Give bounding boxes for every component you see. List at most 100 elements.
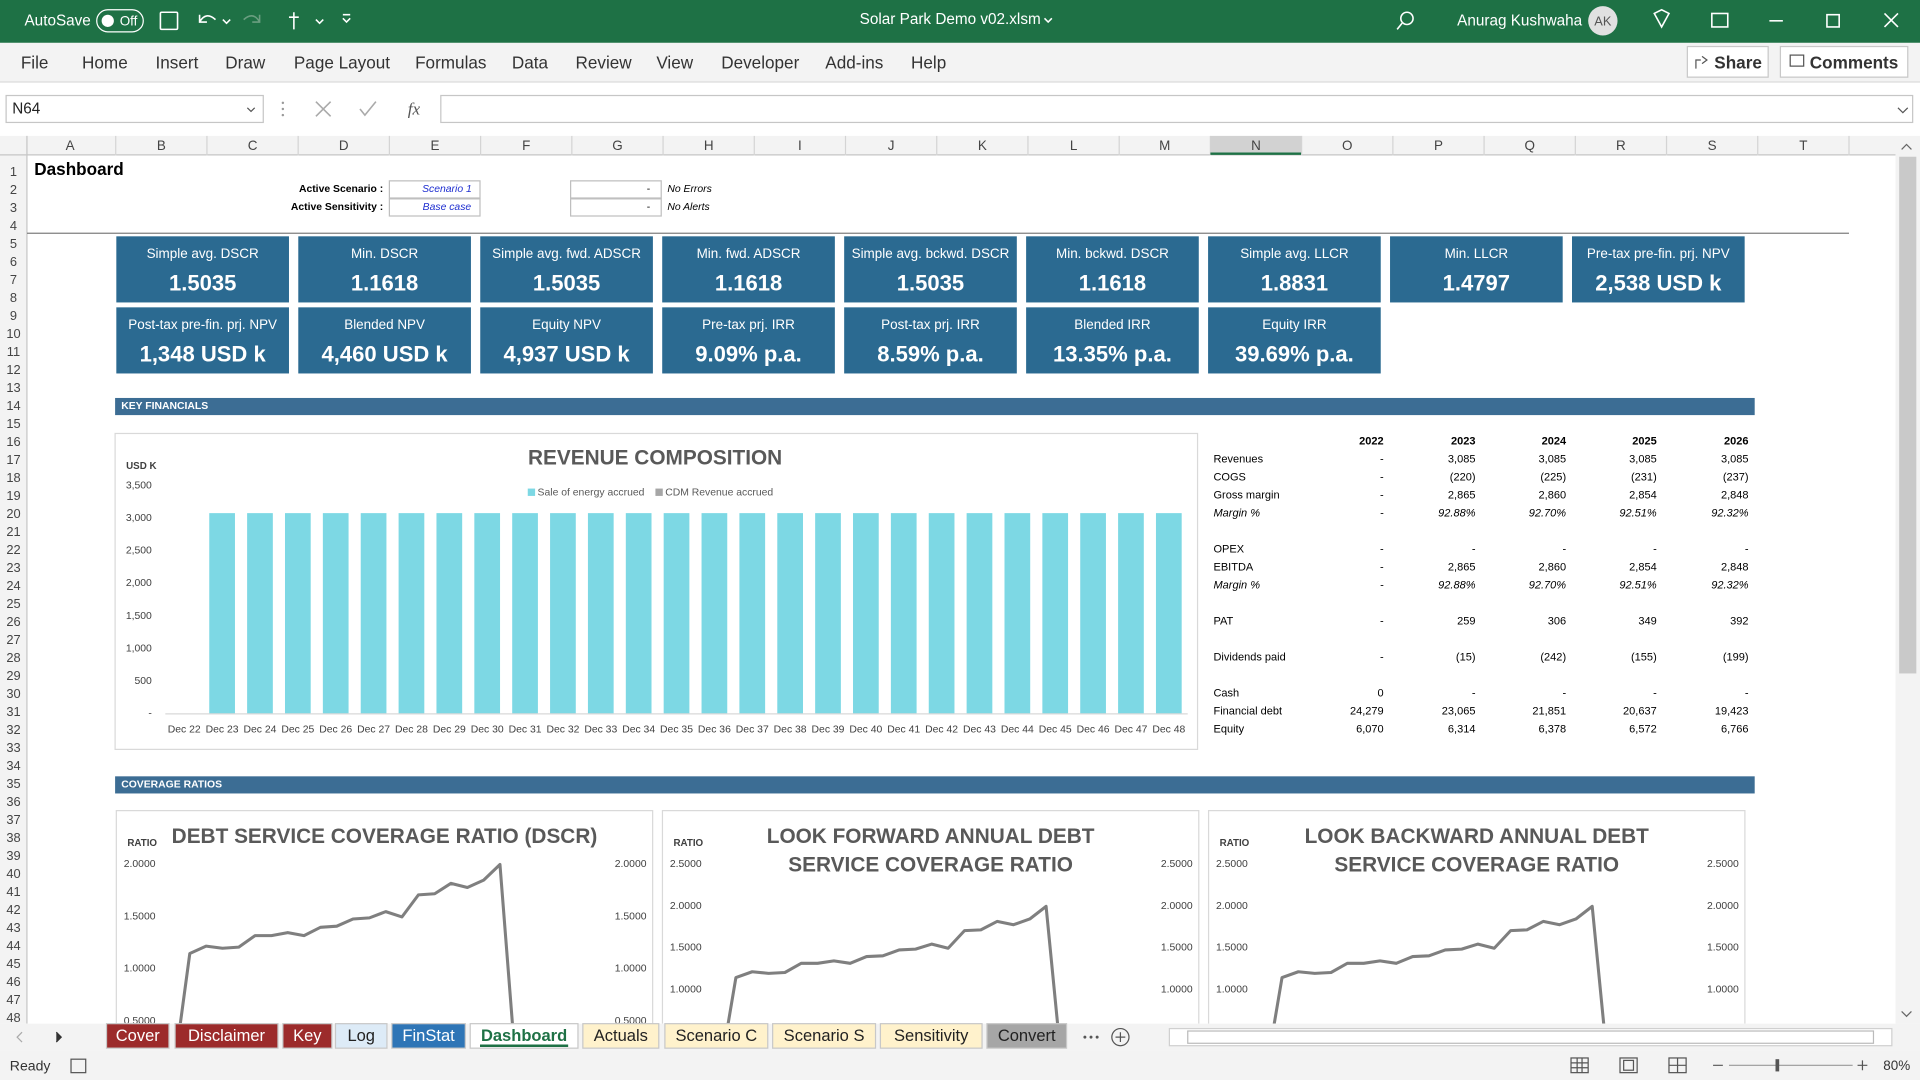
row-header[interactable]: 46 [6,974,20,989]
column-header[interactable]: G [612,138,622,153]
row-header[interactable]: 44 [6,938,20,953]
column-header[interactable]: L [1070,138,1078,153]
menu-item[interactable]: Review [576,52,633,72]
touch-icon[interactable] [288,12,299,30]
row-header[interactable]: 25 [6,596,20,611]
more-tabs[interactable] [1083,1035,1099,1039]
row-header[interactable]: 43 [6,920,20,935]
menu-item[interactable]: Home [82,52,128,72]
scroll-arrows[interactable] [1901,143,1912,1018]
row-header[interactable]: 21 [6,524,20,539]
sheet-tab-label[interactable]: Cover [116,1026,161,1045]
sheet-tab-label[interactable]: FinStat [402,1026,455,1045]
row-header[interactable]: 32 [6,722,20,737]
save-icon[interactable] [159,11,179,31]
horizontal-thumb[interactable] [1187,1030,1875,1044]
column-header[interactable]: E [431,138,440,153]
close-button[interactable] [1883,12,1899,28]
row-header[interactable]: 20 [6,506,20,521]
sheet-tab-label[interactable]: Log [347,1026,375,1045]
row-header[interactable]: 15 [6,416,20,431]
sheet-tab-label[interactable]: Sensitivity [894,1026,969,1045]
column-header[interactable]: N [1251,138,1261,153]
row-header[interactable]: 24 [6,578,20,593]
row-header[interactable]: 1 [10,164,17,179]
column-header[interactable]: M [1159,138,1170,153]
menu-item[interactable]: Formulas [415,52,486,72]
row-header[interactable]: 47 [6,992,20,1007]
column-header[interactable]: D [339,138,349,153]
row-header[interactable]: 23 [6,560,20,575]
sheet-tab[interactable] [772,1023,877,1049]
row-header[interactable]: 22 [6,542,20,557]
view-buttons[interactable] [1570,1057,1687,1074]
sheet-tab-label[interactable]: Key [293,1026,322,1045]
comments-label[interactable]: Comments [1810,52,1899,72]
row-header[interactable]: 18 [6,470,20,485]
row-header[interactable]: 29 [6,668,20,683]
sheet-tab[interactable] [879,1023,983,1049]
undo-icon[interactable] [198,14,217,23]
sheet-tab[interactable] [469,1023,579,1049]
column-header[interactable]: F [522,138,530,153]
sheet-tab-label[interactable]: Scenario C [675,1026,757,1045]
column-header[interactable]: K [978,138,987,153]
undo-caret[interactable] [222,19,231,25]
customize-icon[interactable] [315,13,351,25]
row-header[interactable]: 28 [6,650,20,665]
sheet-tab-label[interactable]: Scenario S [784,1026,865,1045]
sheet-tab[interactable] [105,1023,170,1049]
row-header[interactable]: 9 [10,308,17,323]
tab-next[interactable] [55,1031,63,1043]
row-header[interactable]: 4 [10,218,17,233]
menu-item[interactable]: Draw [225,52,266,72]
sheet-tab[interactable] [664,1023,769,1049]
column-header[interactable]: B [157,138,166,153]
search-icon[interactable] [1400,11,1414,26]
column-header[interactable]: T [1799,138,1807,153]
menu-item[interactable]: Developer [721,52,799,72]
row-header[interactable]: 42 [6,902,20,917]
macro-icon[interactable] [70,1058,87,1074]
column-header[interactable]: P [1434,138,1443,153]
row-header[interactable]: 19 [6,488,20,503]
sheet-tab[interactable] [582,1023,660,1049]
row-header[interactable]: 48 [6,1010,20,1025]
row-header[interactable]: 6 [10,254,17,269]
row-header[interactable]: 38 [6,830,20,845]
menu-item[interactable]: Help [911,52,946,72]
menu-item[interactable]: Page Layout [294,52,390,72]
row-header[interactable]: 41 [6,884,20,899]
share-label[interactable]: Share [1714,52,1762,72]
diamond-icon[interactable] [1653,8,1671,29]
row-header[interactable]: 13 [6,380,20,395]
row-header[interactable]: 40 [6,866,20,881]
share-button[interactable] [1686,45,1769,78]
row-header[interactable]: 7 [10,272,17,287]
row-header[interactable]: 14 [6,398,20,413]
sheet-tab-label[interactable]: Disclaimer [188,1026,266,1045]
menu-item[interactable]: Insert [156,52,199,72]
sheet-tab[interactable] [334,1023,388,1049]
menu-item[interactable]: File [21,52,49,72]
zoom-level[interactable]: 80% [1883,1058,1910,1073]
row-header[interactable]: 17 [6,452,20,467]
row-header[interactable]: 35 [6,776,20,791]
name-box[interactable] [5,94,264,124]
row-header[interactable]: 39 [6,848,20,863]
menu-item[interactable]: Data [512,52,549,72]
tab-prev[interactable] [16,1031,23,1043]
row-header[interactable]: 12 [6,362,20,377]
filename-caret[interactable] [1043,17,1053,24]
avatar[interactable] [1588,6,1618,36]
row-header[interactable]: 5 [10,236,17,251]
row-header[interactable]: 10 [6,326,20,341]
row-header[interactable]: 27 [6,632,20,647]
menu-item[interactable]: Add-ins [825,52,883,72]
sheet-tab-label[interactable]: Convert [998,1026,1056,1045]
row-header[interactable]: 31 [6,704,20,719]
column-header[interactable]: I [798,138,802,153]
add-sheet[interactable] [1111,1027,1130,1047]
menu-item[interactable]: View [656,52,693,72]
row-header[interactable]: 11 [7,344,20,359]
